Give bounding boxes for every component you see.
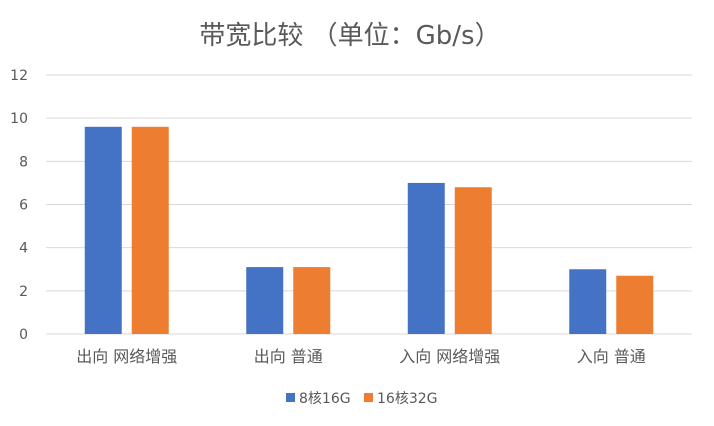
y-tick-label: 2 (19, 284, 28, 300)
bar (84, 126, 122, 334)
legend-swatch (364, 393, 373, 402)
legend: 8核16G 16核32G (286, 391, 437, 407)
bar (131, 126, 169, 334)
bar (454, 187, 492, 334)
y-tick-label: 10 (10, 111, 28, 127)
y-tick-label: 8 (19, 154, 28, 170)
y-tick-label: 4 (19, 241, 28, 257)
legend-label: 16核32G (377, 391, 437, 407)
y-tick-label: 0 (19, 327, 28, 343)
bar (293, 267, 331, 334)
y-tick-label: 12 (10, 68, 28, 84)
bar (246, 267, 284, 334)
x-category-label: 出向 普通 (254, 347, 323, 366)
y-tick-label: 6 (19, 198, 28, 214)
bar (407, 182, 445, 334)
bar (616, 275, 654, 334)
legend-swatch (286, 393, 295, 402)
chart-title: 带宽比较 （单位：Gb/s） (199, 21, 500, 51)
x-category-label: 入向 普通 (577, 347, 646, 366)
legend-label: 8核16G (299, 391, 351, 407)
x-category-label: 出向 网络增强 (76, 347, 177, 366)
x-category-label: 入向 网络增强 (399, 347, 500, 366)
bars (84, 126, 654, 334)
bar (569, 269, 607, 334)
x-axis-categories: 出向 网络增强 出向 普通 入向 网络增强 入向 普通 (76, 347, 646, 366)
y-axis-ticks: 0 2 4 6 8 10 12 (10, 68, 28, 343)
